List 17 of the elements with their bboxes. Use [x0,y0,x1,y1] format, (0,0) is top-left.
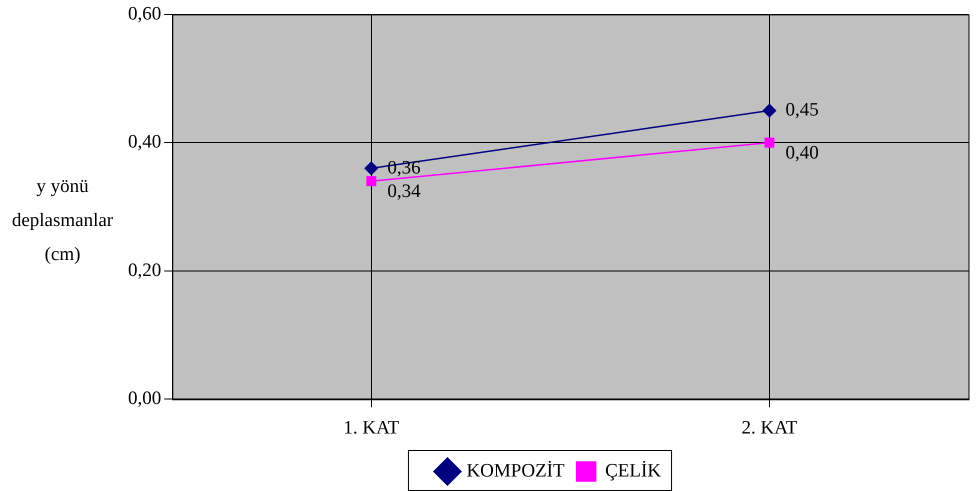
legend-label: ÇELİK [605,460,662,482]
point [366,176,376,186]
x-tick-label: 2. KAT [741,418,798,439]
y-tick-label: 0,60 [128,3,162,24]
data-label: 0,40 [785,142,819,164]
y-tick-label: 0,00 [128,388,162,410]
y-axis-title: y yönü deplasmanlar (cm) [10,175,114,267]
legend-label: KOMPOZİT [466,460,566,482]
data-label: 0,36 [387,157,421,178]
x-tick-label: 1. KAT [343,418,400,439]
data-label: 0,34 [387,181,422,202]
point [764,138,774,148]
y-tick-label: 0,40 [128,132,162,153]
point [364,162,378,176]
data-label: 0,45 [785,100,819,121]
point [762,104,776,118]
y-tick-label: 0,20 [128,260,162,281]
